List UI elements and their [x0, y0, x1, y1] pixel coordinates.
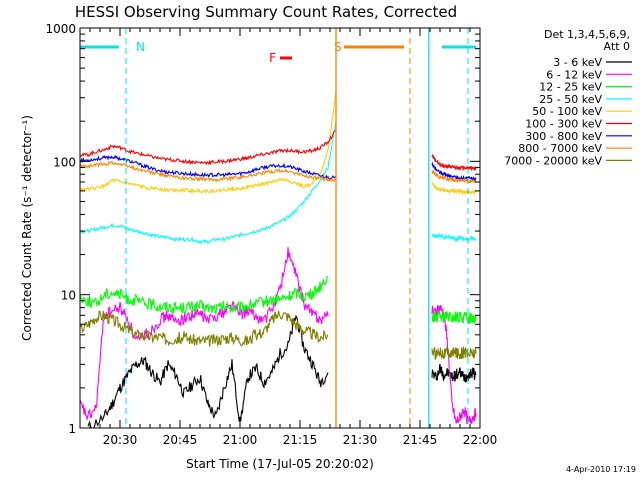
legend-label: 7000 - 20000 keV: [504, 154, 602, 167]
series-line-after-gap-8: [431, 346, 477, 361]
x-tick-label: 21:00: [223, 433, 258, 447]
x-tick-label: 20:45: [163, 433, 198, 447]
x-tick-label: 22:00: [463, 433, 498, 447]
series-line-4: [80, 92, 337, 195]
legend-label: 3 - 6 keV: [553, 56, 602, 69]
x-tick-label: 21:45: [403, 433, 438, 447]
y-tick-label: 100: [53, 155, 76, 169]
legend-label: 50 - 100 keV: [532, 105, 602, 118]
legend-header: Att 0: [604, 40, 630, 53]
series-line-6: [80, 154, 337, 180]
legend-label: 12 - 25 keV: [539, 81, 602, 94]
legend-label: 25 - 50 keV: [539, 93, 602, 106]
series-line-0: [87, 314, 329, 428]
y-axis: 1 10 100 1000: [45, 22, 480, 436]
plot-frame: [79, 27, 481, 429]
y-axis-label: Corrected Count Rate (s⁻¹ detector⁻¹): [20, 115, 34, 341]
series-line-3: [80, 121, 337, 245]
series-line-after-gap-5: [431, 154, 477, 172]
timestamp: 4-Apr-2010 17:19: [566, 465, 636, 474]
chart-title: HESSI Observing Summary Count Rates, Cor…: [75, 3, 457, 21]
series-line-after-gap-4: [431, 182, 477, 196]
legend-header: Det 1,3,4,5,6,9,: [544, 28, 630, 41]
series-line-after-gap-2: [431, 310, 477, 325]
x-tick-label: 20:30: [103, 433, 138, 447]
series-line-8: [80, 310, 329, 348]
legend-label: 100 - 300 keV: [525, 118, 602, 131]
flag-label-S: S: [334, 40, 342, 54]
series-line-7: [80, 160, 337, 183]
legend-label: 300 - 800 keV: [525, 130, 602, 143]
flag-label-F: F: [269, 51, 276, 65]
x-tick-label: 21:15: [283, 433, 318, 447]
series-line-after-gap-0: [431, 363, 477, 384]
legend-label: 800 - 7000 keV: [518, 142, 602, 155]
series-line-after-gap-3: [431, 232, 477, 243]
flags-layer: N SF: [80, 28, 476, 428]
y-tick-label: 10: [61, 289, 76, 303]
series-line-2: [80, 275, 329, 316]
series-line-after-gap-6: [431, 161, 477, 183]
series-layer: [80, 92, 477, 428]
y-tick-label: 1000: [45, 22, 76, 36]
series-line-after-gap-7: [431, 169, 477, 184]
x-tick-label: 21:30: [343, 433, 378, 447]
x-axis: 20:30 20:45 21:00 21:15 21:30 21:45 22:00: [79, 28, 498, 447]
series-line-1: [80, 247, 329, 420]
flag-label-N: N: [136, 40, 145, 54]
series-line-5: [80, 130, 337, 166]
legend-label: 6 - 12 keV: [546, 68, 602, 81]
x-axis-label: Start Time (17-Jul-05 20:20:02): [186, 457, 374, 471]
y-tick-label: 1: [68, 422, 76, 436]
